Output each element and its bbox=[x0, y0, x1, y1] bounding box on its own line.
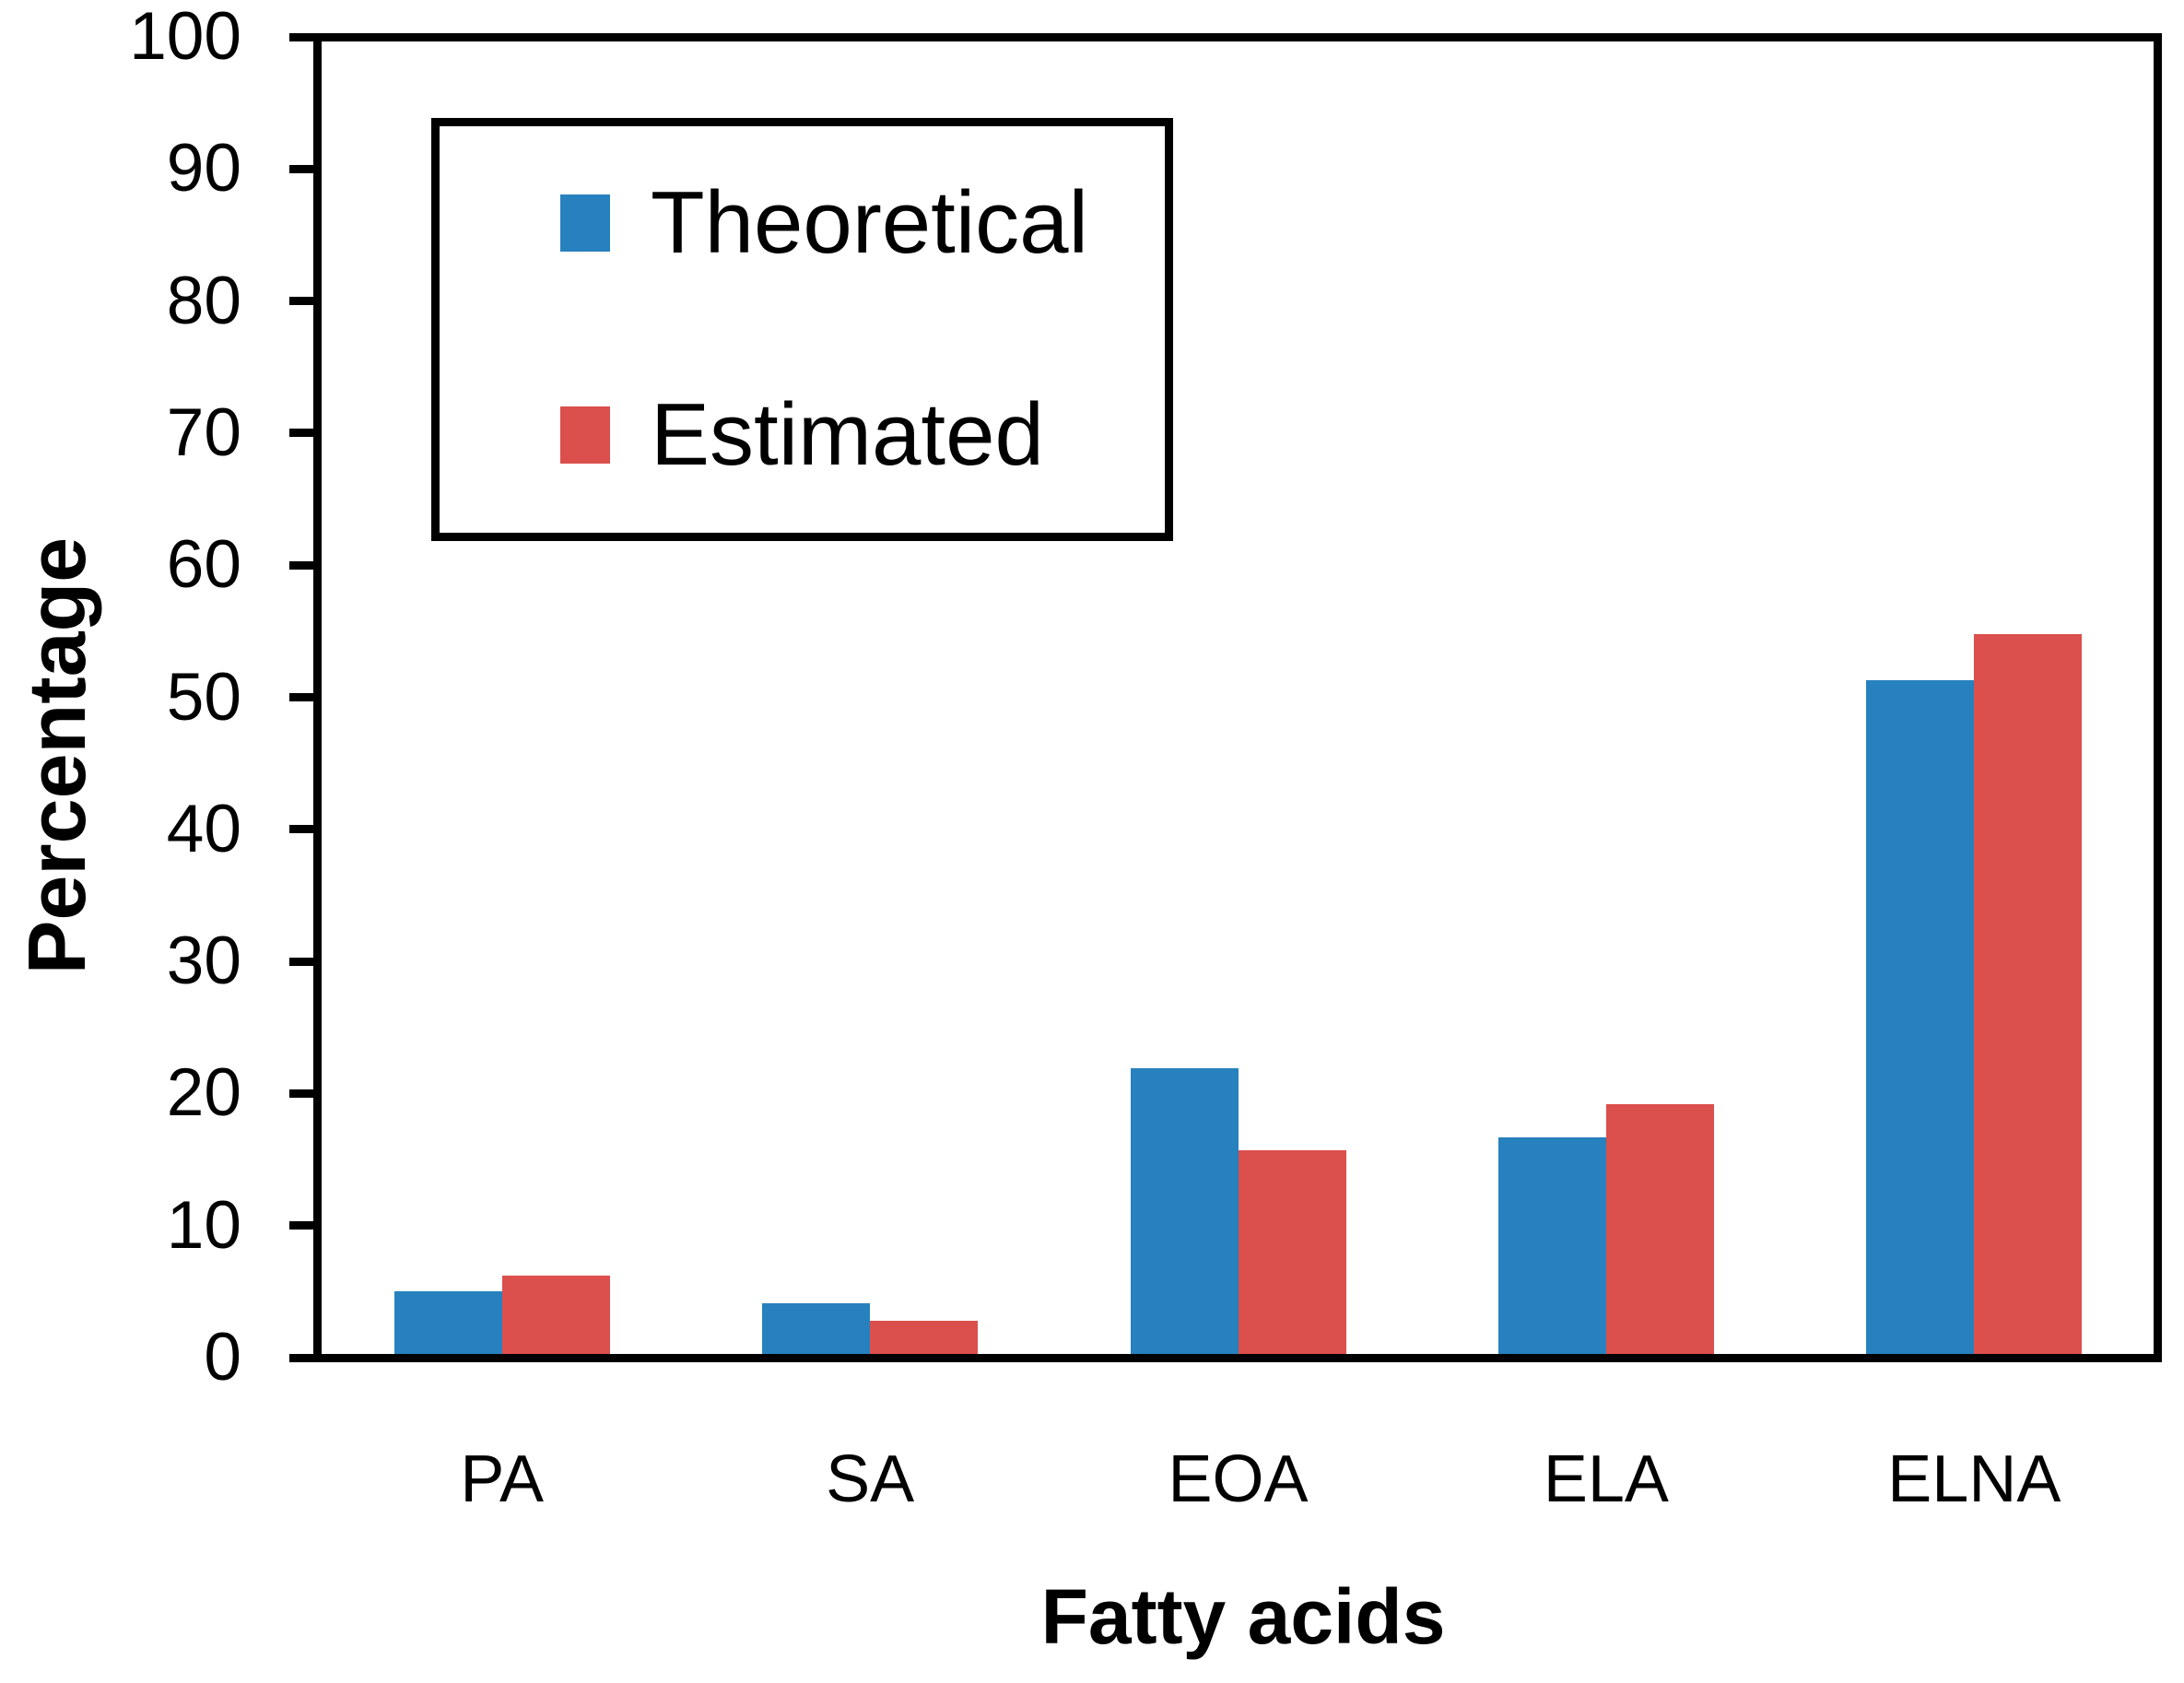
y-tick-mark-20 bbox=[289, 1089, 317, 1098]
y-tick-mark-100 bbox=[289, 32, 317, 41]
y-tick-label-100: 100 bbox=[129, 0, 241, 74]
y-tick-label-40: 40 bbox=[166, 791, 241, 866]
x-category-label-elna: ELNA bbox=[1887, 1442, 2061, 1516]
y-tick-mark-70 bbox=[289, 429, 317, 438]
x-axis-title: Fatty acids bbox=[1040, 1573, 1446, 1660]
x-category-label-ela: ELA bbox=[1543, 1442, 1669, 1516]
bar-theoretical-elna bbox=[1866, 679, 1975, 1358]
bar-theoretical-pa bbox=[393, 1291, 502, 1358]
y-tick-mark-80 bbox=[289, 297, 317, 306]
x-category-label-sa: SA bbox=[826, 1442, 915, 1516]
legend-entry-estimated: Estimated bbox=[560, 380, 1044, 490]
bar-theoretical-ela bbox=[1497, 1136, 1606, 1358]
legend-swatch-estimated bbox=[560, 406, 610, 464]
y-tick-label-20: 20 bbox=[166, 1055, 241, 1131]
bar-theoretical-eoa bbox=[1130, 1068, 1239, 1358]
y-tick-mark-90 bbox=[289, 164, 317, 173]
legend: Theoretical Estimated bbox=[431, 118, 1173, 541]
y-axis-title: Percentage bbox=[11, 536, 102, 975]
bar-estimated-ela bbox=[1605, 1103, 1714, 1358]
legend-label-estimated: Estimated bbox=[651, 385, 1044, 484]
y-tick-label-30: 30 bbox=[166, 924, 241, 999]
y-tick-label-70: 70 bbox=[166, 394, 241, 470]
legend-entry-theoretical: Theoretical bbox=[560, 168, 1088, 278]
y-tick-label-50: 50 bbox=[166, 659, 241, 735]
y-tick-label-90: 90 bbox=[166, 131, 241, 206]
legend-label-theoretical: Theoretical bbox=[651, 173, 1088, 272]
y-tick-mark-0 bbox=[289, 1353, 317, 1362]
plot-area bbox=[318, 37, 2158, 1358]
legend-swatch-theoretical bbox=[560, 194, 610, 252]
y-tick-label-10: 10 bbox=[166, 1187, 241, 1263]
y-tick-mark-60 bbox=[289, 560, 317, 570]
y-tick-mark-50 bbox=[289, 693, 317, 701]
bar-theoretical-sa bbox=[762, 1303, 871, 1358]
x-category-label-eoa: EOA bbox=[1168, 1442, 1309, 1516]
y-tick-label-60: 60 bbox=[166, 527, 241, 603]
bar-estimated-eoa bbox=[1238, 1150, 1346, 1358]
y-tick-mark-40 bbox=[289, 825, 317, 834]
y-tick-label-0: 0 bbox=[204, 1320, 241, 1395]
bar-estimated-elna bbox=[1974, 633, 2083, 1358]
y-tick-mark-10 bbox=[289, 1221, 317, 1230]
y-tick-label-80: 80 bbox=[166, 263, 241, 338]
y-tick-mark-30 bbox=[289, 957, 317, 966]
x-category-label-pa: PA bbox=[460, 1442, 545, 1516]
bar-estimated-sa bbox=[870, 1320, 979, 1358]
bar-estimated-pa bbox=[501, 1276, 610, 1358]
